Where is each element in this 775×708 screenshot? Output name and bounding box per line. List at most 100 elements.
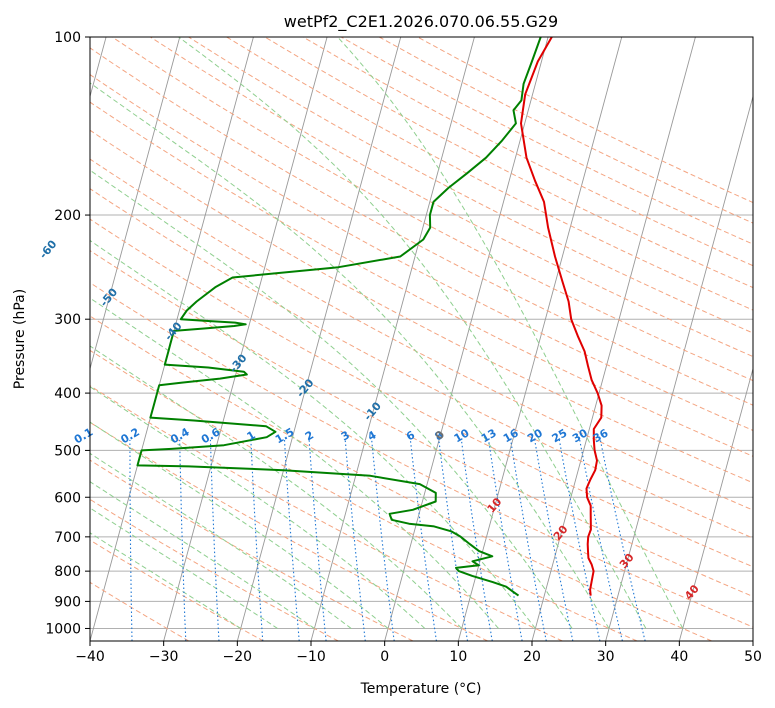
dry-adiabat-line (90, 129, 753, 484)
moist-adiabat-line (90, 452, 352, 629)
dry-adiabat-line (264, 37, 753, 289)
isotherm-line (163, 37, 328, 641)
y-tick-label: 300 (54, 312, 81, 328)
isotherm-label: 10 (485, 495, 505, 515)
mixing-ratio-line (209, 439, 220, 641)
moist-adiabat-line (178, 37, 647, 629)
isotherm-line (384, 37, 549, 641)
moist-adiabat-line (337, 37, 684, 629)
isotherm-label: -10 (361, 399, 384, 423)
mixing-ratio-label: 25 (550, 426, 570, 445)
dry-adiabat-line (90, 249, 753, 598)
dry-adiabat-line (90, 421, 488, 641)
x-tick-label: 50 (744, 649, 762, 665)
chart-title: wetPf2_C2E1.2026.070.06.55.G29 (284, 12, 558, 32)
y-axis-label: Pressure (hPa) (12, 289, 28, 389)
dry-adiabat-line (226, 37, 753, 311)
dry-adiabat-line (417, 37, 753, 204)
dry-adiabat-line (90, 539, 264, 641)
dry-adiabat-line (90, 218, 753, 568)
mixing-ratio-line (82, 440, 84, 641)
moist-adiabat-line (90, 532, 241, 629)
mixing-ratio-line (179, 439, 187, 641)
dry-adiabat-line (90, 282, 753, 628)
y-tick-label: 1000 (45, 621, 81, 637)
y-tick-label: 100 (54, 30, 81, 46)
mixing-ratio-label: 4 (365, 428, 378, 443)
dry-adiabat-line (111, 37, 753, 382)
mixing-ratio-line (558, 439, 601, 641)
dry-adiabat-line (90, 385, 563, 641)
dry-adiabat-line (340, 37, 753, 245)
mixing-ratio-label: 16 (501, 426, 521, 445)
moist-adiabat-line (90, 421, 389, 629)
dry-adiabat-line (90, 459, 414, 641)
isotherm-line (90, 37, 181, 371)
x-tick-label: 40 (670, 649, 688, 665)
mixing-ratio-label: 13 (479, 426, 499, 445)
y-tick-label: 900 (54, 594, 81, 610)
x-tick-label: 0 (380, 649, 389, 665)
isotherm-label: -20 (294, 376, 317, 400)
y-tick-label: 400 (54, 386, 81, 402)
dry-adiabat-line (379, 37, 753, 224)
mixing-ratio-line (409, 439, 437, 641)
moist-adiabat-line (90, 239, 536, 629)
x-tick-label: 10 (449, 649, 467, 665)
isotherm-line (236, 37, 402, 641)
series-layer (136, 37, 603, 597)
y-tick-label: 700 (54, 530, 81, 546)
isotherm-label: 30 (617, 551, 637, 571)
mixing-ratio-line (510, 439, 547, 641)
isotherm-line (752, 639, 753, 641)
y-tick-label: 800 (54, 564, 81, 580)
mixing-ratio-label: 2 (303, 428, 316, 443)
grid-layer (90, 37, 753, 641)
dry-adiabat-line (90, 349, 638, 641)
x-tick-label: −10 (296, 649, 326, 665)
dry-adiabat-line (90, 158, 753, 511)
axes-layer: −40 −30 −20 −10 0 10 20 30 40 5010020030040050060… (45, 30, 762, 665)
mixing-ratio-line (579, 439, 623, 641)
mixing-ratio-label: 10 (452, 426, 472, 445)
isotherm-line (678, 367, 753, 641)
moist-adiabat-line (90, 82, 610, 629)
isotherm-line (457, 37, 623, 641)
mixing-ratio-line (129, 439, 133, 641)
mixing-ratio-line (488, 439, 523, 641)
isotherm-label: -40 (162, 319, 185, 343)
moist-adiabat-line (90, 481, 315, 629)
dewpoint-line (136, 37, 542, 597)
isotherm-line (531, 37, 696, 641)
mixing-ratio-line (344, 439, 366, 641)
dry-adiabat-line (90, 74, 753, 431)
isotherm-label: -60 (37, 237, 60, 261)
isotherm-label: -70 (0, 178, 2, 202)
mixing-ratio-line (438, 439, 469, 641)
x-tick-label: −20 (223, 649, 253, 665)
x-tick-label: 30 (597, 649, 615, 665)
dry-adiabat-line (90, 581, 190, 641)
guide-lines-layer (82, 37, 753, 641)
moist-adiabat-line (90, 386, 426, 629)
y-tick-label: 200 (54, 208, 81, 224)
moist-adiabat-line (90, 169, 573, 629)
isotherm-line (605, 94, 753, 641)
moist-adiabat-line (90, 345, 463, 629)
x-tick-label: −40 (75, 649, 105, 665)
x-tick-label: 20 (523, 649, 541, 665)
dry-adiabat-line (188, 37, 753, 334)
x-tick-label: −30 (149, 649, 179, 665)
mixing-ratio-label: 6 (404, 428, 417, 443)
mixing-ratio-label: 0.6 (199, 425, 223, 446)
mixing-ratio-line (371, 439, 395, 641)
x-axis-label: Temperature (°C) (360, 681, 482, 697)
dry-adiabat-line (90, 47, 753, 406)
plot-frame (89, 36, 754, 642)
dry-adiabat-line (90, 101, 753, 457)
mixing-ratio-line (308, 439, 327, 641)
mixing-ratio-line (460, 439, 493, 641)
isotherm-label: -30 (227, 351, 250, 375)
mixing-ratio-line (599, 439, 646, 641)
